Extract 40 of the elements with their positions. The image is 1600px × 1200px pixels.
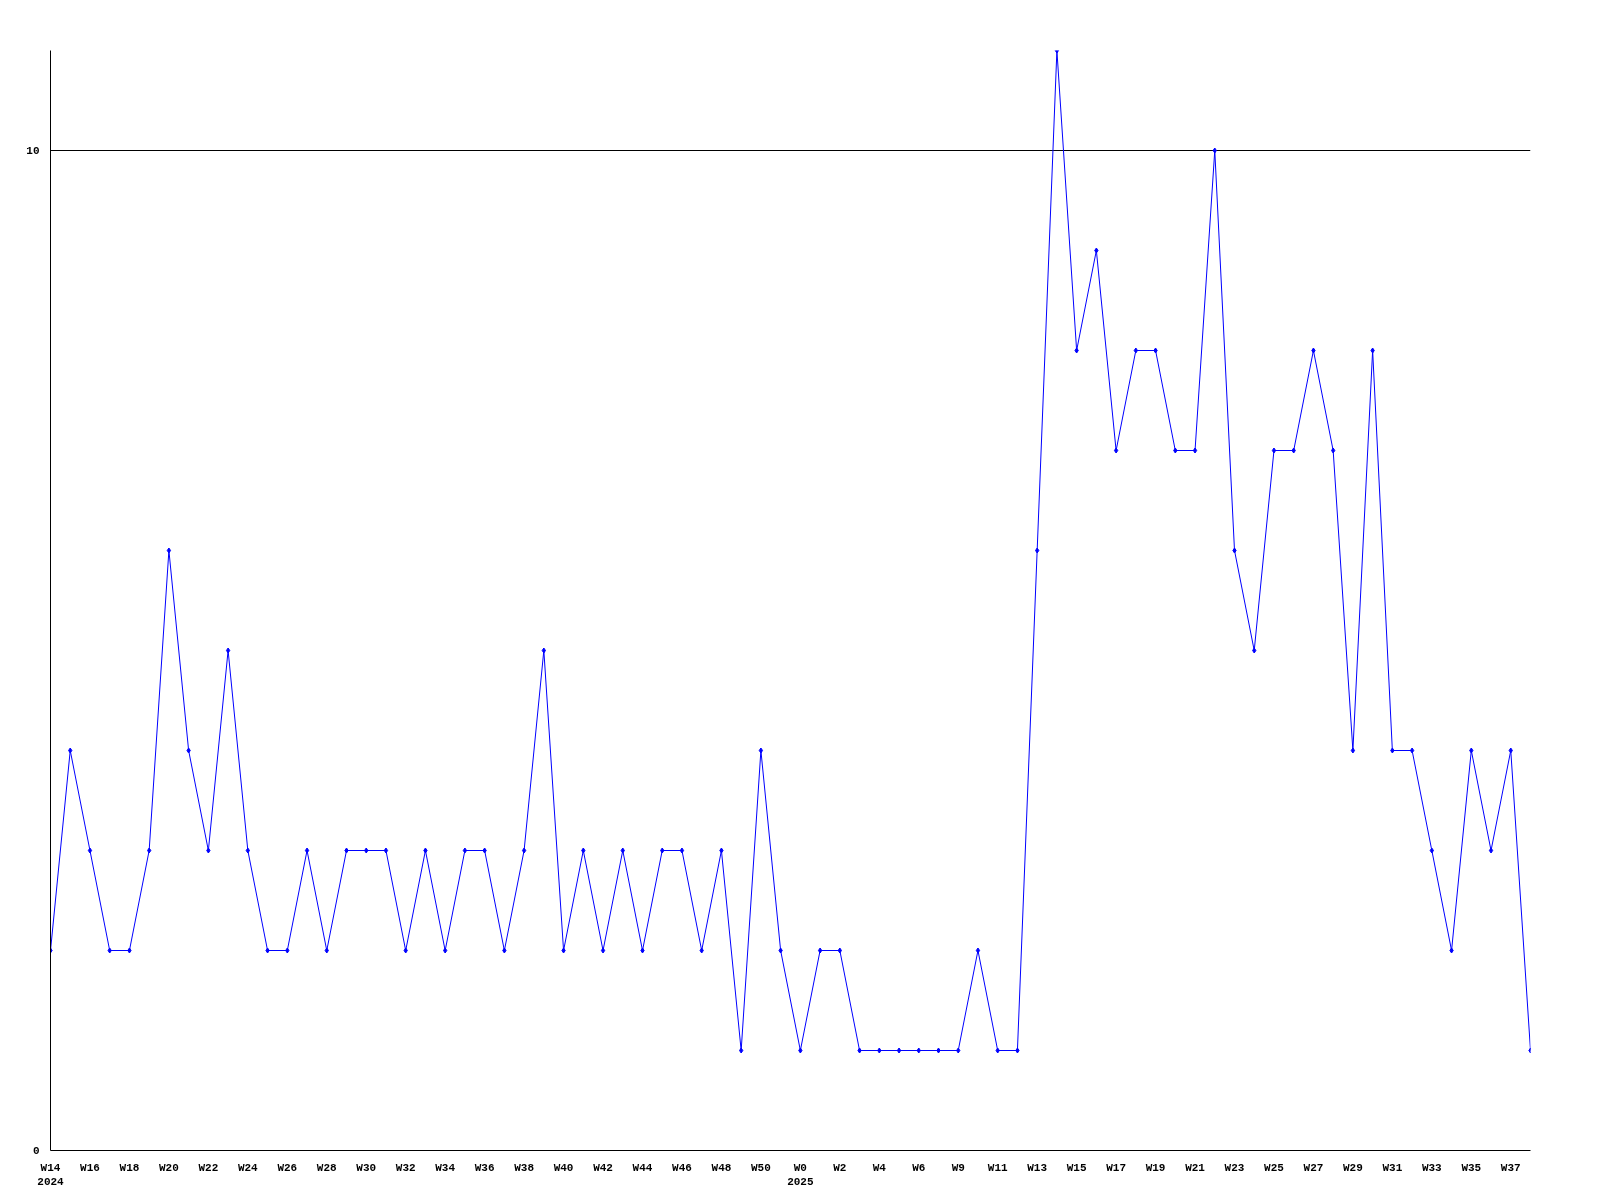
x-tick-label: W13 — [1027, 1161, 1048, 1174]
x-tick-label: W22 — [198, 1161, 219, 1174]
x-tick-label: W38 — [514, 1161, 535, 1174]
y-tick-label: 0 — [32, 1145, 40, 1157]
x-tick-label: W17 — [1106, 1161, 1127, 1174]
x-tick-label: W46 — [672, 1161, 692, 1174]
x-tick-label: W27 — [1303, 1161, 1324, 1174]
x-tick-label: W11 — [987, 1161, 1008, 1174]
x-tick-label: W37 — [1500, 1161, 1521, 1174]
x-tick-label: W23 — [1224, 1161, 1245, 1174]
x-tick-label: W36 — [474, 1161, 495, 1174]
x-tick-label: W26 — [277, 1161, 298, 1174]
x-tick-label: W50 — [751, 1161, 771, 1174]
x-tick-label: W0 2025 — [787, 1161, 814, 1188]
x-tick-label: W6 — [912, 1161, 926, 1174]
x-tick-label: W42 — [593, 1161, 613, 1174]
x-tick-label: W9 — [951, 1161, 965, 1174]
x-tick-label: W14 2024 — [37, 1161, 65, 1188]
x-tick-label: W18 — [119, 1161, 140, 1174]
x-tick-label: W44 — [632, 1161, 653, 1174]
x-tick-label: W33 — [1421, 1161, 1443, 1174]
x-tick-label: W21 — [1185, 1161, 1206, 1174]
y-tick-label: 10 — [26, 145, 40, 157]
x-tick-label: W19 — [1145, 1161, 1166, 1174]
x-tick-label: W2 — [833, 1161, 847, 1174]
x-tick-label: W4 — [872, 1161, 887, 1174]
x-tick-label: W28 — [316, 1161, 338, 1174]
x-tick-label: W29 — [1343, 1161, 1363, 1174]
x-tick-label: W48 — [711, 1161, 732, 1174]
x-tick-label: W25 — [1264, 1161, 1285, 1174]
x-tick-label: W16 — [80, 1161, 100, 1174]
x-tick-label: W20 — [159, 1161, 179, 1174]
x-tick-label: W31 — [1382, 1161, 1403, 1174]
x-tick-label: W24 — [237, 1161, 259, 1174]
x-tick-label: W32 — [395, 1161, 416, 1174]
x-tick-label: W15 — [1066, 1161, 1087, 1174]
x-tick-label: W35 — [1461, 1161, 1482, 1174]
x-tick-label: W40 — [553, 1161, 574, 1174]
x-tick-label: W30 — [356, 1161, 377, 1174]
x-tick-label: W34 — [435, 1161, 456, 1174]
